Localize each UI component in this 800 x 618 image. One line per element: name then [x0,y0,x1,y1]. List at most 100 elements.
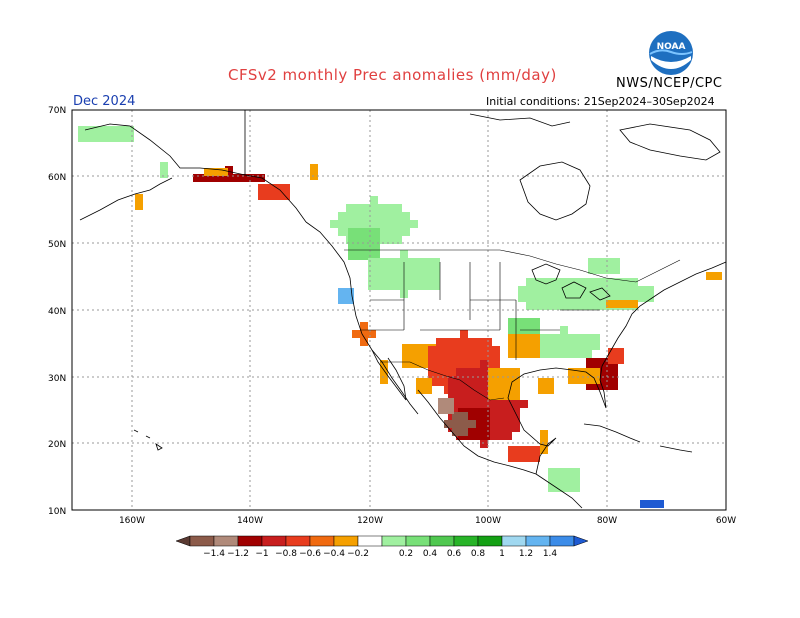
anomaly-cell [584,350,592,358]
anomaly-cells [78,126,722,508]
anomaly-cell [598,294,606,302]
anomaly-cell [622,294,630,302]
anomaly-cell [516,334,524,342]
colorbar-swatch [477,535,503,547]
anomaly-cell [472,392,480,400]
anomaly-cell [572,468,580,476]
anomaly-cell [346,204,354,212]
anomaly-cell [468,420,476,428]
anomaly-cell [558,286,566,294]
anomaly-cell [416,274,424,282]
anomaly-cell [518,286,526,294]
anomaly-cell [94,126,102,134]
anomaly-cell [258,184,266,192]
anomaly-cell [622,286,630,294]
anomaly-cell [504,432,512,440]
anomaly-cell [436,346,444,354]
anomaly-cell [504,392,512,400]
anomaly-cell [436,378,444,386]
anomaly-cell [416,386,424,394]
lon-label: 120W [357,516,383,526]
anomaly-cell [258,192,266,200]
anomaly-cell [468,362,476,370]
anomaly-cell [606,294,614,302]
anomaly-cell [472,384,480,392]
anomaly-cell [558,278,566,286]
anomaly-cell [526,286,534,294]
anomaly-cell [456,400,464,408]
anomaly-cell [612,266,620,274]
anomaly-cell [568,368,576,376]
anomaly-cell [220,168,228,176]
lat-label: 50N [48,240,66,250]
colorbar-swatch [405,535,431,547]
anomaly-cell [512,376,520,384]
anomaly-cell [504,384,512,392]
anomaly-cell [596,258,604,266]
anomaly-cell [630,286,638,294]
anomaly-cell [376,282,384,290]
anomaly-cell [518,294,526,302]
anomaly-cell [516,318,524,326]
anomaly-cell [408,266,416,274]
anomaly-cell [604,266,612,274]
anomaly-cell [466,432,474,440]
anomaly-cell [544,342,552,350]
anomaly-cell [428,354,436,362]
anomaly-cell [376,266,384,274]
anomaly-cell [492,362,500,370]
anomaly-cell [508,446,516,454]
anomaly-cell [370,212,378,220]
anomaly-cell [714,272,722,280]
anomaly-cell [584,368,592,376]
anomaly-cell [488,368,496,376]
anomaly-cell [392,282,400,290]
anomaly-cell [282,184,290,192]
anomaly-cell [102,126,110,134]
colorbar-swatch [501,535,527,547]
anomaly-cell [402,352,410,360]
anomaly-cell [544,334,552,342]
anomaly-cell [582,294,590,302]
anomaly-cell [460,330,468,338]
anomaly-cell [424,386,432,394]
anomaly-cell [552,342,560,350]
anomaly-cell [622,300,630,308]
anomaly-cell [225,174,233,182]
anomaly-cell [602,382,610,390]
anomaly-cell [338,296,346,304]
anomaly-cell [209,174,217,182]
anomaly-cell [558,302,566,310]
anomaly-cell [488,416,496,424]
anomaly-cell [346,288,354,296]
anomaly-cell [402,360,410,368]
anomaly-cell [362,220,370,228]
anomaly-cell [552,350,560,358]
anomaly-cell [460,354,468,362]
anomaly-cell [550,302,558,310]
anomaly-cell [368,330,376,338]
anomaly-cell [568,350,576,358]
anomaly-cell [394,228,402,236]
latitude-labels: 70N 60N 50N 40N 30N 20N 10N [48,106,66,517]
map-frame [71,109,727,511]
anomaly-cell [584,342,592,350]
lat-lon-grid [72,110,726,510]
anomaly-cell [372,244,380,252]
anomaly-cell [354,212,362,220]
anomaly-cell [368,282,376,290]
anomaly-cell [160,170,168,178]
anomaly-cell [516,454,524,462]
colorbar-tick-label: 1.4 [543,549,558,559]
colorbar-legend: −1.4 −1.2 −1 −0.8 −0.6 −0.4 −0.2 0.2 0.4 0.6 0.8 1 1… [175,535,589,559]
anomaly-cell [508,454,516,462]
colorbar-swatch [189,535,215,547]
colorbar-tick-label: −0.2 [347,549,369,559]
anomaly-cell [582,302,590,310]
colorbar-arrow-high [573,535,589,547]
anomaly-cell [424,378,432,386]
anomaly-cell [480,384,488,392]
anomaly-cell [540,438,548,446]
anomaly-cell [496,376,504,384]
anomaly-cell [274,192,282,200]
